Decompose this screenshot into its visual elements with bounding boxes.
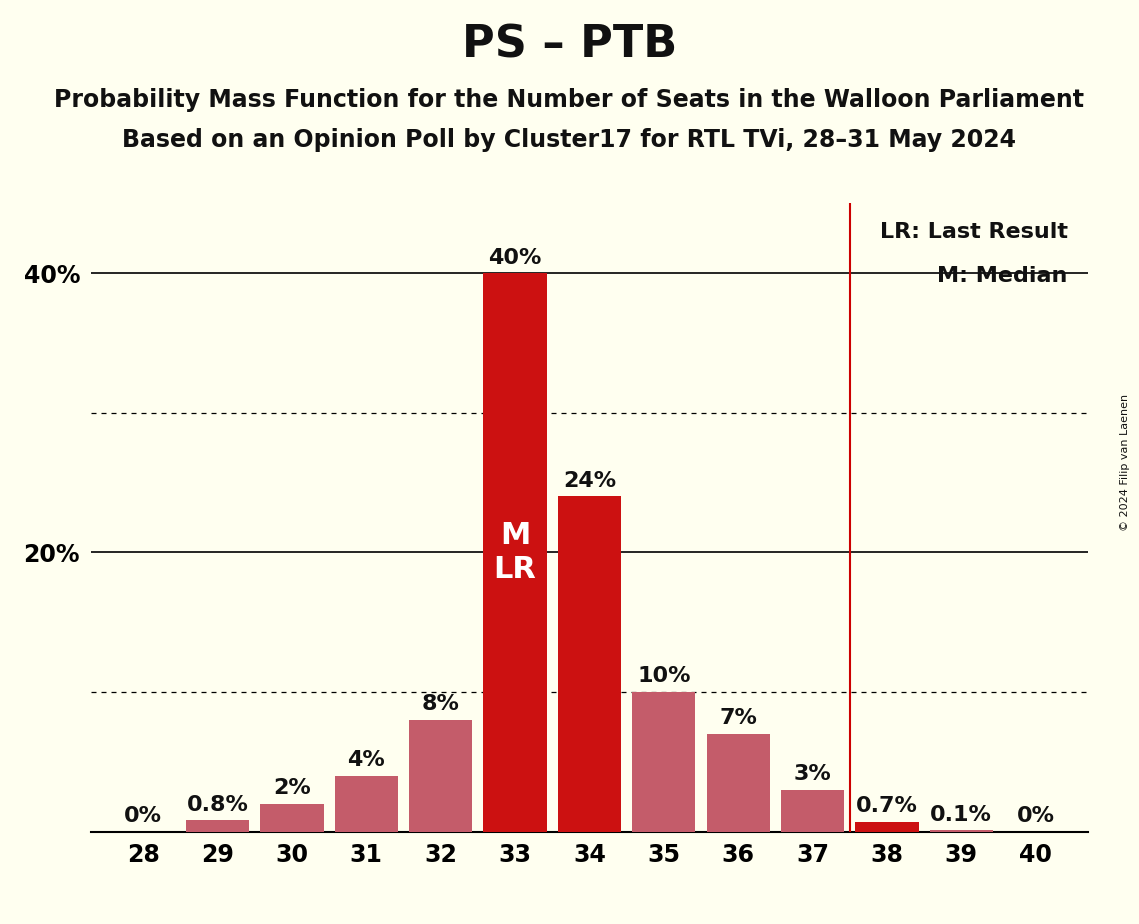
Text: 10%: 10% (637, 666, 690, 687)
Text: Based on an Opinion Poll by Cluster17 for RTL TVi, 28–31 May 2024: Based on an Opinion Poll by Cluster17 fo… (123, 128, 1016, 152)
Text: 0%: 0% (1017, 806, 1055, 826)
Bar (409, 720, 473, 832)
Text: 0%: 0% (124, 806, 162, 826)
Text: 2%: 2% (273, 778, 311, 798)
Bar (261, 804, 323, 832)
Text: Probability Mass Function for the Number of Seats in the Walloon Parliament: Probability Mass Function for the Number… (55, 88, 1084, 112)
Bar (706, 734, 770, 832)
Text: 3%: 3% (794, 764, 831, 784)
Text: 4%: 4% (347, 750, 385, 771)
Bar (632, 692, 696, 832)
Text: © 2024 Filip van Laenen: © 2024 Filip van Laenen (1120, 394, 1130, 530)
Text: 0.7%: 0.7% (857, 796, 918, 816)
Text: LR: Last Result: LR: Last Result (879, 222, 1068, 242)
Text: 24%: 24% (563, 471, 616, 491)
Bar (558, 496, 621, 832)
Text: PS – PTB: PS – PTB (462, 23, 677, 67)
Text: 7%: 7% (719, 709, 757, 728)
Text: 40%: 40% (489, 248, 542, 268)
Text: 0.8%: 0.8% (187, 795, 248, 815)
Text: M
LR: M LR (493, 521, 536, 584)
Bar (781, 790, 844, 832)
Bar (929, 830, 993, 832)
Text: M: Median: M: Median (937, 266, 1068, 286)
Text: 0.1%: 0.1% (931, 805, 992, 824)
Bar (335, 776, 398, 832)
Text: 8%: 8% (421, 694, 460, 714)
Bar (855, 821, 918, 832)
Bar (483, 274, 547, 832)
Bar (186, 821, 249, 832)
